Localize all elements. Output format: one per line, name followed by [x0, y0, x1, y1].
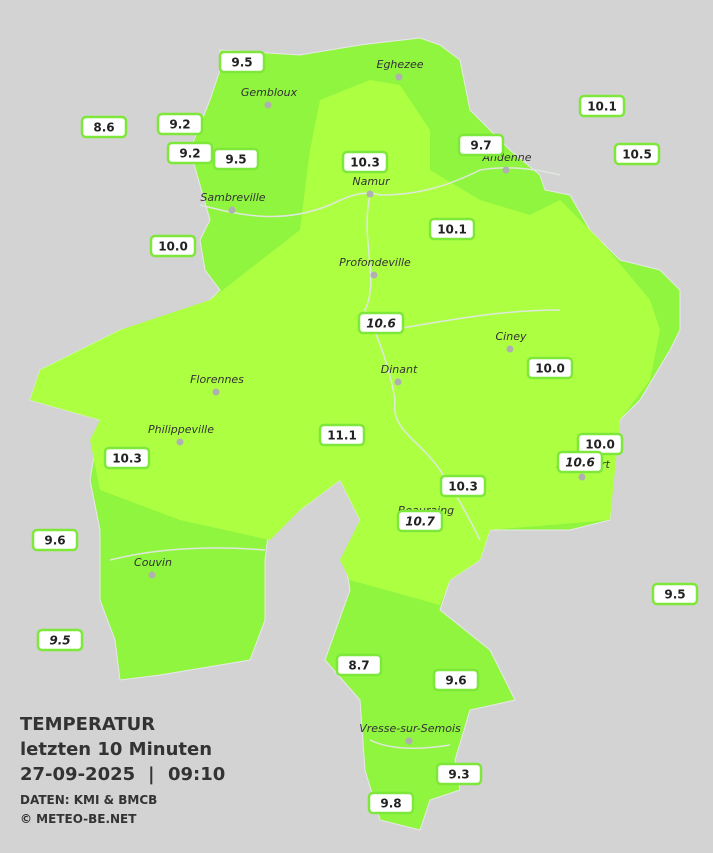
- title: TEMPERATUR: [20, 714, 155, 735]
- station-value: 10.3: [112, 452, 142, 466]
- station-box: [613, 142, 661, 166]
- station-box: [80, 115, 128, 139]
- station-value: 10.0: [585, 438, 615, 452]
- station-box: [432, 668, 480, 692]
- date: 27-09-2025: [20, 764, 135, 785]
- station-box: [526, 356, 574, 380]
- station-box: [367, 791, 415, 815]
- station-box: [318, 423, 366, 447]
- town-label: Ciney: [496, 330, 527, 343]
- copyright: © METEO-BE.NET: [20, 812, 137, 826]
- station-box: [439, 474, 487, 498]
- town-dot: [395, 73, 403, 81]
- station-value: 10.1: [587, 100, 617, 114]
- station-value: 11.1: [327, 429, 357, 443]
- station-value: 9.7: [470, 139, 491, 153]
- town-label: Profondeville: [339, 256, 411, 269]
- station-value: 10.5: [622, 148, 652, 162]
- station-value: 10.6: [565, 456, 595, 470]
- station-value: 9.5: [49, 634, 70, 648]
- town-dot: [366, 190, 374, 198]
- town-dot: [176, 438, 184, 446]
- town-dot: [506, 345, 514, 353]
- station-box: [335, 653, 383, 677]
- station-value: 9.5: [664, 588, 685, 602]
- station-box: [435, 762, 483, 786]
- station-box: [578, 94, 626, 118]
- station-box: [396, 509, 444, 533]
- station-value: 9.6: [44, 534, 65, 548]
- station-value: 10.0: [158, 240, 188, 254]
- warm-zone: [30, 80, 660, 605]
- station-box: [36, 628, 84, 652]
- station-value: 9.2: [179, 147, 200, 161]
- town-dot: [502, 166, 510, 174]
- station-value: 10.6: [366, 317, 396, 331]
- station-value: 10.3: [448, 480, 478, 494]
- station-value: 9.8: [380, 797, 401, 811]
- station-box: [212, 147, 260, 171]
- station-value: 9.5: [231, 56, 252, 70]
- town-label: Philippeville: [148, 423, 214, 436]
- town-dot: [212, 388, 220, 396]
- town-dot: [394, 378, 402, 386]
- town-dot: [148, 571, 156, 579]
- station-box: [218, 50, 266, 74]
- town-dot: [370, 271, 378, 279]
- station-value: 9.6: [445, 674, 466, 688]
- source: DATEN: KMI & BMCB: [20, 793, 157, 807]
- town-label: Dinant: [381, 363, 418, 376]
- town-dot: [578, 473, 586, 481]
- station-box: [166, 141, 214, 165]
- town-dot: [264, 101, 272, 109]
- station-value: 9.5: [225, 153, 246, 167]
- town-label: Vresse-sur-Semois: [359, 722, 461, 735]
- town-label: Namur: [352, 175, 391, 188]
- town-label: Couvin: [134, 556, 172, 569]
- station-value: 8.7: [348, 659, 369, 673]
- station-box: [457, 133, 505, 157]
- station-box: [156, 112, 204, 136]
- station-box: [428, 217, 476, 241]
- time: 09:10: [168, 764, 225, 785]
- station-value: 9.2: [169, 118, 190, 132]
- town-label: Eghezee: [377, 58, 424, 71]
- town-label: Gembloux: [241, 86, 298, 99]
- station-value: 10.1: [437, 223, 467, 237]
- station-box: [651, 582, 699, 606]
- station-box: [556, 450, 604, 474]
- station-value: 10.3: [350, 156, 380, 170]
- separator: |: [148, 764, 155, 785]
- station-box: [357, 311, 405, 335]
- town-dot: [405, 737, 413, 745]
- town-label: Florennes: [190, 373, 244, 386]
- station-value: 10.7: [405, 515, 435, 529]
- station-box: [341, 150, 389, 174]
- subtitle: letzten 10 Minuten: [20, 739, 212, 760]
- town-dot: [228, 206, 236, 214]
- station-value: 10.0: [535, 362, 565, 376]
- station-box: [149, 234, 197, 258]
- station-value: 9.3: [448, 768, 469, 782]
- station-box: [103, 446, 151, 470]
- station-box: [31, 528, 79, 552]
- station-value: 8.6: [93, 121, 114, 135]
- town-label: Sambreville: [200, 191, 265, 204]
